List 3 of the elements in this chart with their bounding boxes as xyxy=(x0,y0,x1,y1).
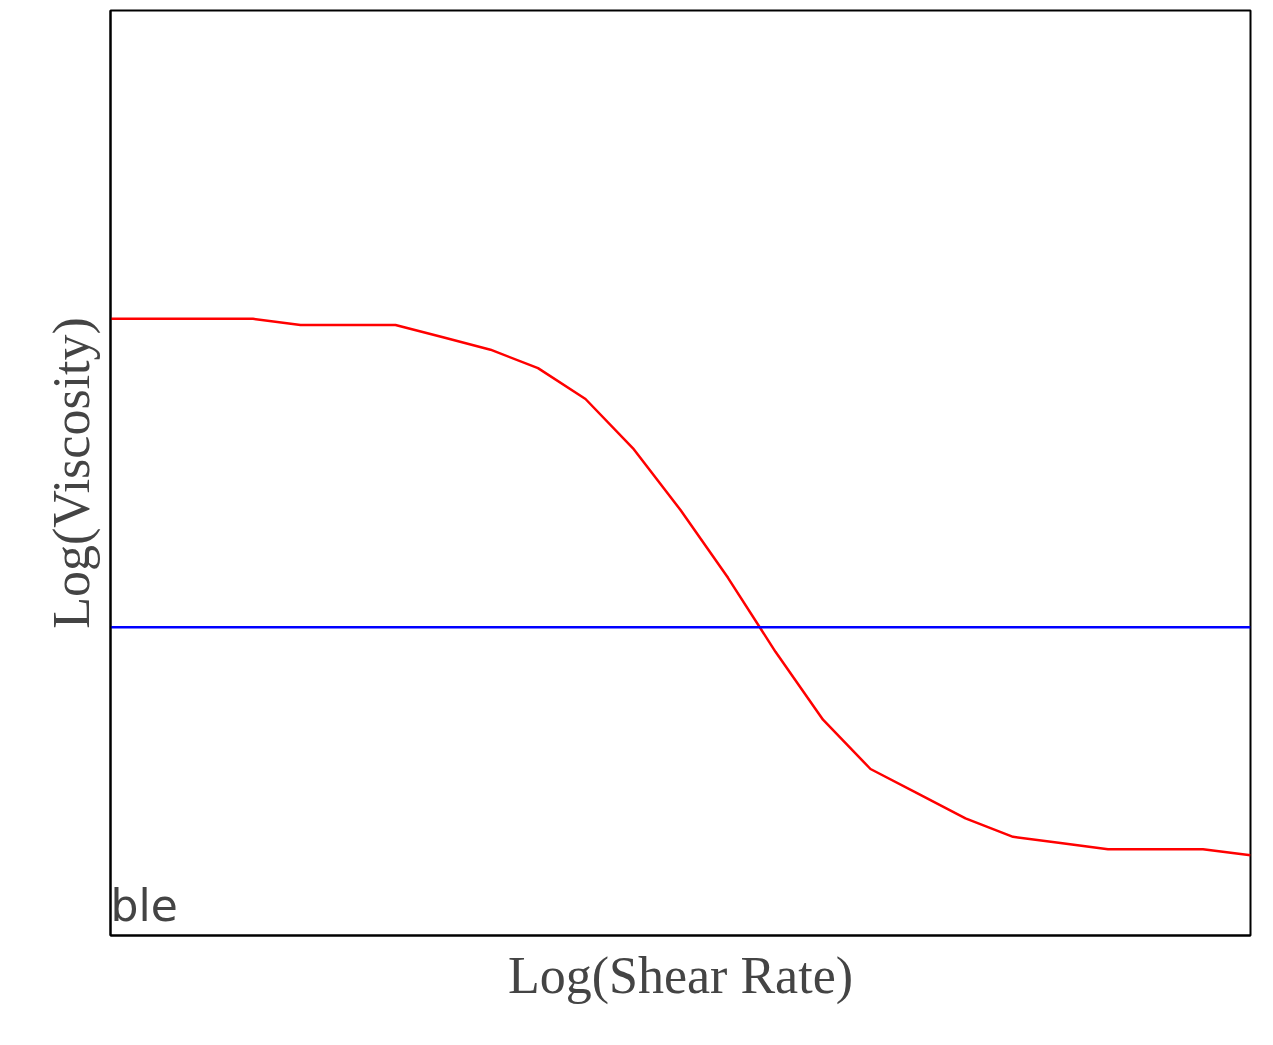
annotation: ble xyxy=(110,879,178,931)
x-axis-title: Log(Shear Rate) xyxy=(507,946,854,1005)
y-axis-title: Log(Viscosity) xyxy=(42,317,101,629)
